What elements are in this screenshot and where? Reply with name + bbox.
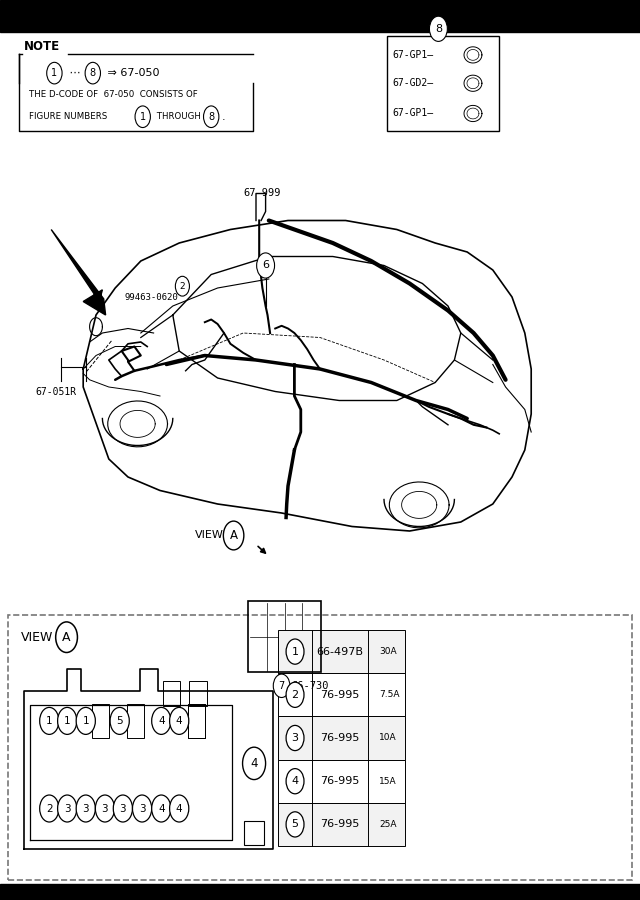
Text: 76-995: 76-995	[320, 776, 360, 787]
Text: 5: 5	[292, 819, 298, 830]
Text: VIEW: VIEW	[20, 631, 53, 644]
FancyBboxPatch shape	[278, 630, 405, 673]
Circle shape	[132, 795, 152, 822]
Text: FIGURE NUMBERS: FIGURE NUMBERS	[29, 112, 110, 122]
Text: 76-995: 76-995	[320, 733, 360, 743]
Text: 2: 2	[46, 804, 52, 814]
Circle shape	[110, 707, 129, 734]
Circle shape	[273, 674, 290, 698]
Text: 99463-0620: 99463-0620	[125, 292, 179, 302]
Text: 7: 7	[278, 680, 285, 691]
Circle shape	[286, 812, 304, 837]
Text: 67-GD2―: 67-GD2―	[392, 78, 433, 88]
Text: NOTE: NOTE	[24, 40, 60, 53]
Circle shape	[95, 795, 115, 822]
Circle shape	[223, 521, 244, 550]
Circle shape	[58, 707, 77, 734]
Text: 3: 3	[139, 804, 145, 814]
Text: 67-051R: 67-051R	[35, 386, 76, 397]
Text: 67-999: 67-999	[243, 188, 281, 199]
Polygon shape	[51, 230, 106, 315]
Text: ⋯: ⋯	[66, 68, 84, 78]
Text: A: A	[230, 529, 237, 542]
Text: 4: 4	[176, 804, 182, 814]
Circle shape	[175, 276, 189, 296]
Text: 3: 3	[120, 804, 126, 814]
Text: 76-995: 76-995	[320, 689, 360, 700]
Text: ⇒ 67-050: ⇒ 67-050	[104, 68, 160, 78]
Text: .: .	[221, 112, 225, 122]
Circle shape	[286, 725, 304, 751]
Text: 2: 2	[180, 282, 185, 291]
Text: 66-730: 66-730	[291, 680, 329, 691]
Text: THROUGH: THROUGH	[154, 112, 204, 122]
Text: 4: 4	[291, 776, 299, 787]
FancyBboxPatch shape	[0, 0, 640, 32]
Circle shape	[204, 106, 219, 128]
Circle shape	[113, 795, 132, 822]
Text: 4: 4	[158, 804, 164, 814]
Text: 3: 3	[102, 804, 108, 814]
Circle shape	[170, 707, 189, 734]
Circle shape	[243, 747, 266, 779]
Text: 2: 2	[291, 689, 299, 700]
Circle shape	[286, 682, 304, 707]
Text: 25A: 25A	[379, 820, 397, 829]
Text: 6: 6	[262, 260, 269, 271]
Text: 66-497B: 66-497B	[316, 646, 364, 657]
Text: 76-995: 76-995	[320, 819, 360, 830]
Text: 8: 8	[435, 23, 442, 34]
Text: 3: 3	[292, 733, 298, 743]
Text: 1: 1	[64, 716, 70, 726]
Text: 1: 1	[46, 716, 52, 726]
Circle shape	[56, 622, 77, 652]
Text: 1: 1	[140, 112, 146, 122]
Text: A: A	[62, 631, 71, 644]
FancyBboxPatch shape	[278, 803, 405, 846]
Circle shape	[286, 639, 304, 664]
Text: 3: 3	[64, 804, 70, 814]
Circle shape	[40, 795, 59, 822]
Text: VIEW: VIEW	[195, 530, 224, 541]
Text: 1: 1	[83, 716, 89, 726]
Circle shape	[152, 707, 171, 734]
Text: 3: 3	[83, 804, 89, 814]
Circle shape	[152, 795, 171, 822]
Text: 67-GP1―: 67-GP1―	[392, 50, 433, 60]
Text: 8: 8	[90, 68, 96, 78]
Text: 10A: 10A	[379, 734, 397, 742]
Text: 67-GP1―: 67-GP1―	[392, 109, 433, 119]
Text: 1: 1	[292, 646, 298, 657]
Text: 8: 8	[208, 112, 214, 122]
Circle shape	[135, 106, 150, 128]
Circle shape	[286, 769, 304, 794]
Text: 4: 4	[158, 716, 164, 726]
Text: 1: 1	[51, 68, 58, 78]
Text: 15A: 15A	[379, 777, 397, 786]
FancyBboxPatch shape	[0, 884, 640, 900]
Text: THE D-CODE OF  67-050  CONSISTS OF: THE D-CODE OF 67-050 CONSISTS OF	[29, 90, 198, 99]
Circle shape	[170, 795, 189, 822]
Circle shape	[257, 253, 275, 278]
Text: 7.5A: 7.5A	[379, 690, 399, 699]
Text: 30A: 30A	[379, 647, 397, 656]
Text: 4: 4	[176, 716, 182, 726]
FancyBboxPatch shape	[278, 673, 405, 716]
Circle shape	[47, 62, 62, 84]
Circle shape	[429, 16, 447, 41]
Circle shape	[58, 795, 77, 822]
FancyBboxPatch shape	[278, 760, 405, 803]
Circle shape	[76, 795, 95, 822]
Circle shape	[40, 707, 59, 734]
Circle shape	[76, 707, 95, 734]
Text: 5: 5	[116, 716, 123, 726]
Circle shape	[85, 62, 100, 84]
Text: 4: 4	[250, 757, 258, 770]
FancyBboxPatch shape	[278, 716, 405, 760]
